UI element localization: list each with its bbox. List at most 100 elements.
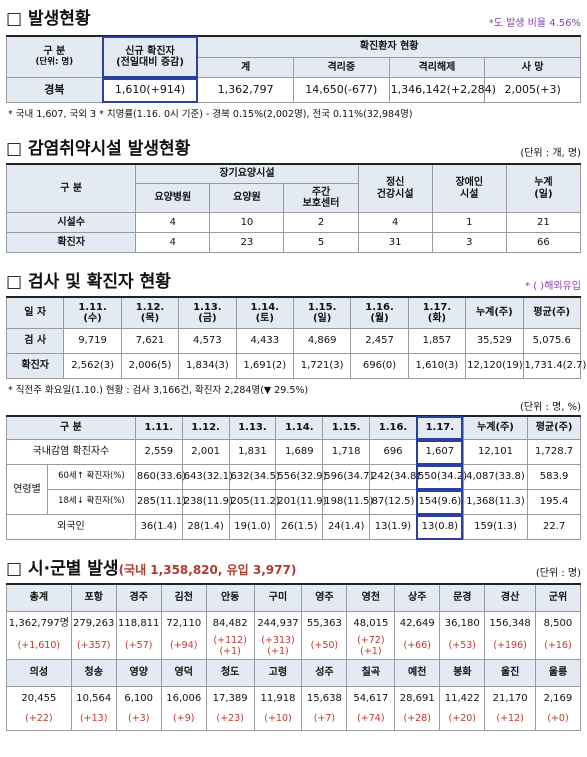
header-cell: 요양원	[209, 183, 285, 213]
value-cell: 1,362,797명	[6, 611, 72, 635]
region-name: 울진	[484, 658, 536, 687]
value-cell: 84,482	[205, 611, 255, 635]
value-cell: 556(32.9)	[275, 464, 327, 490]
facility-table: 구 분 장기요양시설 정신 건강시설 장애인 시설 누계 (일) 요양병원 요양원 주간 보호…	[5, 163, 582, 253]
change-cell: (+1,610)	[6, 635, 72, 660]
table-row: 국내감염 확진자수 2,559 2,001 1,831 1,689 1,718 696 1,6…	[6, 439, 581, 465]
value-cell: 4,087(33.8)	[462, 464, 529, 490]
value-cell: 36(1.4)	[134, 514, 183, 540]
value-cell: 1,857	[407, 328, 467, 354]
header-cell: 1.16. (월)	[350, 296, 409, 329]
value-cell: 2,457	[350, 328, 409, 354]
change-cell: (+313)(+1)	[253, 635, 303, 660]
section-title: □ 시·군별 발생(국내 1,358,820, 유입 3,977)	[6, 554, 296, 579]
region-name: 영천	[346, 583, 396, 612]
value-cell: 6,100	[115, 685, 162, 710]
value-cell: 118,811	[115, 611, 162, 635]
value-cell: 54,617	[346, 685, 396, 710]
value-cell: 205(11.2)	[228, 489, 280, 515]
value-cell: 15,638	[301, 685, 348, 710]
table-row: 1,362,797명 279,263 118,811 72,110 84,482 244,…	[6, 611, 582, 635]
unit: (단위 : 명, %)	[520, 402, 581, 413]
table-row: 의성 청송 영양 영덕 청도 고령 성주 칠곡 예천 봉화 울진 울릉	[6, 658, 582, 687]
header-cell: 1.13.	[228, 415, 277, 440]
value-cell: 42,649	[394, 611, 441, 635]
table-row: (+1,610) (+357) (+57) (+94) (+112)(+1) (+313)…	[6, 635, 582, 660]
change-cell: (+112)(+1)	[205, 635, 255, 660]
change-cell: (+74)	[346, 709, 396, 731]
header-cell: 구 분 (단위: 명)	[6, 35, 103, 78]
value-cell: 242(34.8)	[369, 464, 420, 490]
value-cell: 4	[135, 232, 211, 253]
region-name: 영양	[115, 658, 162, 687]
value-cell: 279,263	[70, 611, 117, 635]
value-cell: 2,169	[534, 685, 582, 710]
header-cell: 1.15. (일)	[292, 296, 352, 329]
region-name: 경산	[484, 583, 536, 612]
value-cell: 20,455	[6, 685, 72, 710]
header-cell: 신규 확진자 (전일대비 증감)	[101, 35, 199, 78]
region-name: 성주	[301, 658, 348, 687]
change-cell: (+72)(+1)	[346, 635, 396, 660]
value-cell: 23	[209, 232, 285, 253]
value-cell: 1,831	[228, 439, 277, 465]
value-cell: 1,362,797	[197, 77, 294, 103]
header-cell: 요양병원	[135, 183, 211, 213]
value-cell: 2,562(3)	[63, 353, 122, 379]
value-cell: 36,180	[439, 611, 486, 635]
value-cell: 10,564	[70, 685, 117, 710]
value-cell: 1,691(2)	[235, 353, 294, 379]
region-name: 문경	[439, 583, 486, 612]
value-cell: 1,728.7	[527, 439, 581, 465]
region-name: 구미	[253, 583, 303, 612]
region-name: 안동	[205, 583, 255, 612]
value-cell: 16,006	[160, 685, 207, 710]
section-5-header: □ 시·군별 발생(국내 1,358,820, 유입 3,977) (단위 : …	[6, 554, 581, 579]
region-name: 울릉	[534, 658, 582, 687]
row-label: 시설수	[5, 212, 137, 233]
change-cell: (+57)	[115, 635, 162, 660]
value-cell: 21,170	[484, 685, 536, 710]
value-cell: 198(11.5)	[322, 489, 373, 515]
header-cell: 장애인 시설	[431, 163, 507, 213]
unit: (단위 : 개, 명)	[520, 148, 581, 159]
region-name: 청송	[70, 658, 117, 687]
region-name: 칠곡	[346, 658, 396, 687]
value-cell: 11,918	[253, 685, 303, 710]
value-cell: 5	[283, 232, 359, 253]
value-cell: 4	[357, 212, 433, 233]
header-cell: 1.15.	[322, 415, 371, 440]
value-cell: 13(0.8)	[415, 514, 464, 540]
section-subtitle: (국내 1,358,820, 유입 3,977)	[118, 563, 297, 577]
value-cell: 4,433	[235, 328, 294, 354]
header-cell: 구 분	[5, 163, 137, 213]
header-cell: 누계(주)	[465, 296, 524, 329]
value-cell: 66	[505, 232, 582, 253]
header-cell: 1.14.	[275, 415, 324, 440]
value-cell: 696(0)	[350, 353, 409, 379]
value-cell: 2,001	[181, 439, 230, 465]
value-cell: 285(11.1)	[134, 489, 186, 515]
header-cell: 격리해제	[388, 57, 486, 78]
value-cell: 583.9	[527, 464, 581, 490]
header-cell: 1.17. (화)	[407, 296, 467, 329]
value-cell: 1,689	[275, 439, 324, 465]
row-label: 외국인	[6, 514, 136, 540]
value-cell: 2,005(+3)	[484, 77, 581, 103]
value-cell: 550(34.2)	[415, 464, 467, 490]
change-cell: (+28)	[394, 709, 441, 731]
value-cell: 10	[209, 212, 285, 233]
region-name: 고령	[253, 658, 303, 687]
header-cell: 정신 건강시설	[357, 163, 433, 213]
region-name: 의성	[6, 658, 72, 687]
test-table: 일 자 1.11. (수) 1.12. (목) 1.13. (금) 1.14. (토) 1…	[5, 296, 586, 379]
table-row: 총계 포항 경주 김천 안동 구미 영주 영천 상주 문경 경산 군위	[6, 583, 582, 612]
row-label: 확진자	[5, 232, 137, 253]
value-cell: 1,718	[322, 439, 371, 465]
value-cell: 1,346,142(+2,284)	[388, 77, 496, 103]
value-cell: 48,015	[346, 611, 396, 635]
value-cell: 22.7	[527, 514, 581, 540]
row-label: 확진자	[5, 353, 65, 379]
age-table: 구 분 1.11. 1.12. 1.13. 1.14. 1.15. 1.16. 1.17. 누계…	[6, 415, 581, 540]
header-text: 구 분	[43, 46, 66, 58]
